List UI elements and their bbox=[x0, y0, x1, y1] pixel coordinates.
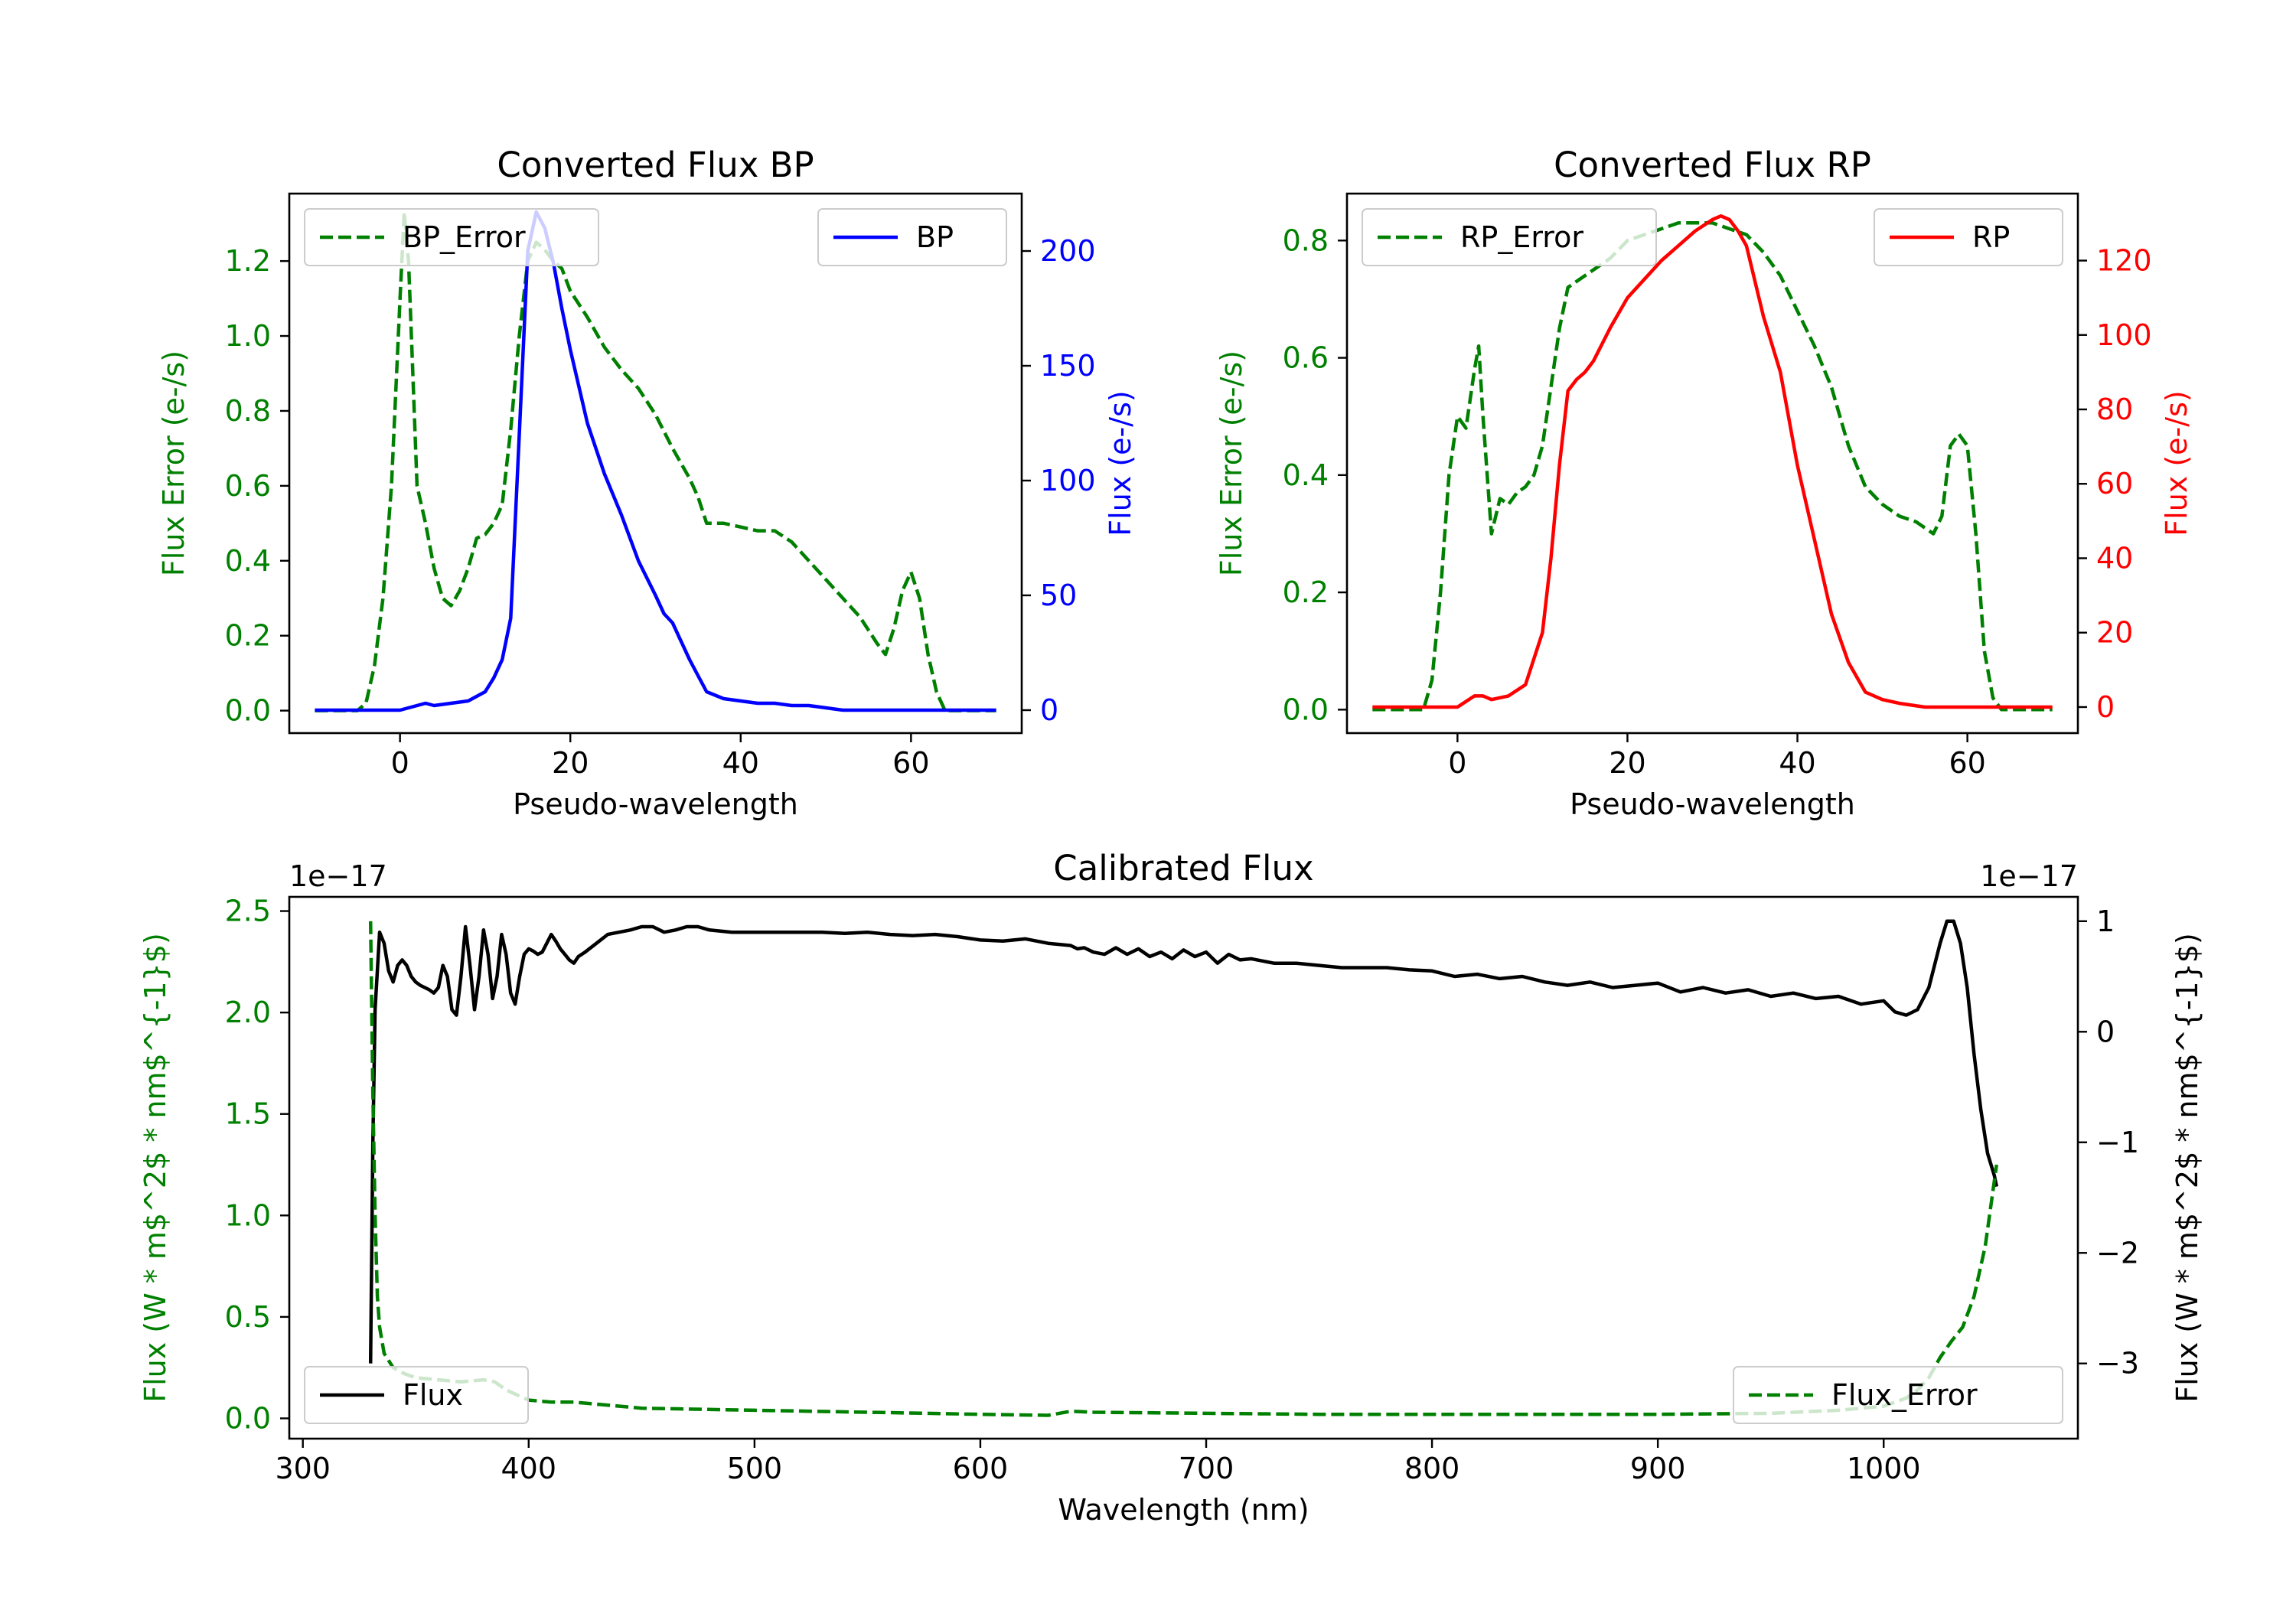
x-tick-label: 40 bbox=[1779, 746, 1815, 780]
legend-label: Flux_Error bbox=[1831, 1378, 1978, 1412]
y-left-tick-label: 0.4 bbox=[225, 544, 271, 578]
legend-box bbox=[1733, 1366, 2063, 1424]
chart-2: 0 20 40 60 0.0 0.2 0.4 0.6 0.8 0 20 40 60 80 100 120 Con… bbox=[1215, 145, 2193, 821]
y-left-tick-label: 0.8 bbox=[225, 394, 271, 428]
legend-label: BP_Error bbox=[403, 220, 526, 254]
y-left-tick-label: 0.2 bbox=[225, 619, 271, 653]
legend-label: RP bbox=[1972, 220, 2010, 254]
plot-frame bbox=[288, 895, 2079, 1440]
legend-box bbox=[304, 1366, 529, 1424]
y-right-tick-label: 40 bbox=[2096, 541, 2133, 575]
y-right-tick-label: 200 bbox=[1040, 234, 1096, 268]
y-right-axis-label: Flux (e-/s) bbox=[2160, 390, 2193, 536]
y-left-tick-label: 2.0 bbox=[225, 996, 271, 1029]
x-tick-label: 60 bbox=[892, 746, 929, 780]
legend-left: RP_Error bbox=[1362, 208, 1657, 266]
y-right-tick-label: 120 bbox=[2096, 244, 2152, 278]
legend-left: BP_Error bbox=[304, 208, 599, 266]
y-left-tick-label: 1.0 bbox=[225, 319, 271, 353]
y-left-tick-label: 1.5 bbox=[225, 1097, 271, 1131]
y-right-tick-label: −3 bbox=[2096, 1347, 2139, 1380]
x-tick-label: 0 bbox=[1448, 746, 1466, 780]
x-tick-label: 40 bbox=[722, 746, 759, 780]
y-left-tick-label: 0.8 bbox=[1283, 223, 1329, 257]
legend-box bbox=[1362, 208, 1657, 266]
x-tick-label: 600 bbox=[953, 1452, 1009, 1485]
x-axis-label: Pseudo-wavelength bbox=[1570, 787, 1855, 821]
x-tick-label: 0 bbox=[391, 746, 409, 780]
y-right-tick-label: −1 bbox=[2096, 1126, 2139, 1159]
x-tick-label: 60 bbox=[1949, 746, 1985, 780]
y-left-axis-label: Flux Error (e-/s) bbox=[1215, 350, 1248, 576]
y-right-tick-label: 0 bbox=[2096, 1015, 2115, 1048]
y-left-tick-label: 0.5 bbox=[225, 1300, 271, 1334]
legend-right: Flux_Error bbox=[1733, 1366, 2063, 1424]
y-right-tick-label: 1 bbox=[2096, 905, 2115, 938]
x-tick-label: 800 bbox=[1404, 1452, 1460, 1485]
legend-left: Flux bbox=[304, 1366, 529, 1424]
y-right-tick-label: 100 bbox=[2096, 318, 2152, 352]
y-left-tick-label: 0.0 bbox=[225, 694, 271, 728]
y-right-tick-label: 100 bbox=[1040, 464, 1096, 497]
y-left-axis-label: Flux (W * m$^2$ * nm$^{-1}$) bbox=[139, 933, 172, 1403]
y-left-tick-label: 0.2 bbox=[1283, 575, 1329, 609]
y-left-axis-label: Flux Error (e-/s) bbox=[157, 350, 191, 576]
legend-box bbox=[304, 208, 599, 266]
y-right-axis-label: Flux (e-/s) bbox=[1104, 390, 1137, 536]
chart-1: 0 20 40 60 0.0 0.2 0.4 0.6 0.8 1.0 1.2 0 50 100 150 200… bbox=[157, 145, 1137, 821]
x-axis-label: Pseudo-wavelength bbox=[513, 787, 798, 821]
chart-title: Converted Flux RP bbox=[1554, 145, 1871, 185]
series-line-bp-error bbox=[315, 210, 996, 712]
series-line-bp bbox=[315, 210, 996, 712]
legend-label: BP bbox=[916, 220, 954, 254]
x-tick-label: 700 bbox=[1179, 1452, 1234, 1485]
y-right-tick-label: 0 bbox=[2096, 690, 2115, 724]
x-tick-label: 400 bbox=[501, 1452, 557, 1485]
y-left-tick-label: 0.6 bbox=[1283, 341, 1329, 375]
series-line-flux bbox=[368, 919, 1999, 1364]
chart-title: Converted Flux BP bbox=[497, 145, 814, 185]
legend-label: RP_Error bbox=[1460, 220, 1583, 254]
y-left-tick-label: 0.6 bbox=[225, 469, 271, 503]
plot-frame bbox=[1345, 192, 2079, 735]
x-tick-label: 500 bbox=[727, 1452, 783, 1485]
chart-title: Calibrated Flux bbox=[1053, 848, 1313, 888]
y-right-tick-label: 20 bbox=[2096, 616, 2133, 650]
chart-3: 300 400 500 600 700 800 900 1000 0.0 0.5 1.0 1.5 2.0… bbox=[139, 848, 2204, 1527]
y-left-offset-label: 1e−17 bbox=[289, 859, 387, 893]
legend-right: BP bbox=[817, 208, 1007, 266]
y-right-offset-label: 1e−17 bbox=[1980, 859, 2078, 893]
y-left-tick-label: 0.0 bbox=[1283, 693, 1329, 726]
x-tick-label: 300 bbox=[275, 1452, 331, 1485]
plot-frame bbox=[288, 192, 1023, 735]
x-axis-label: Wavelength (nm) bbox=[1058, 1493, 1309, 1527]
y-left-tick-label: 1.0 bbox=[225, 1198, 271, 1232]
y-right-tick-label: 60 bbox=[2096, 467, 2133, 500]
y-right-tick-label: 0 bbox=[1040, 693, 1058, 727]
y-right-axis-label: Flux (W * m$^2$ * nm$^{-1}$) bbox=[2170, 933, 2204, 1403]
y-right-tick-label: 150 bbox=[1040, 349, 1096, 383]
x-tick-label: 20 bbox=[1609, 746, 1645, 780]
legend-label: Flux bbox=[403, 1378, 463, 1412]
y-left-tick-label: 0.0 bbox=[225, 1401, 271, 1435]
legend-box bbox=[817, 208, 1007, 266]
y-left-tick-label: 1.2 bbox=[225, 244, 271, 278]
y-left-tick-label: 2.5 bbox=[225, 895, 271, 928]
y-right-tick-label: 80 bbox=[2096, 393, 2133, 426]
x-tick-label: 20 bbox=[552, 746, 589, 780]
x-tick-label: 900 bbox=[1630, 1452, 1686, 1485]
y-right-tick-label: 50 bbox=[1040, 579, 1077, 612]
series-line-rp bbox=[1372, 214, 2053, 709]
legend-right: RP bbox=[1874, 208, 2063, 266]
x-tick-label: 1000 bbox=[1847, 1452, 1921, 1485]
legend-box bbox=[1874, 208, 2063, 266]
y-left-tick-label: 0.4 bbox=[1283, 458, 1329, 492]
y-right-tick-label: −2 bbox=[2096, 1236, 2139, 1270]
